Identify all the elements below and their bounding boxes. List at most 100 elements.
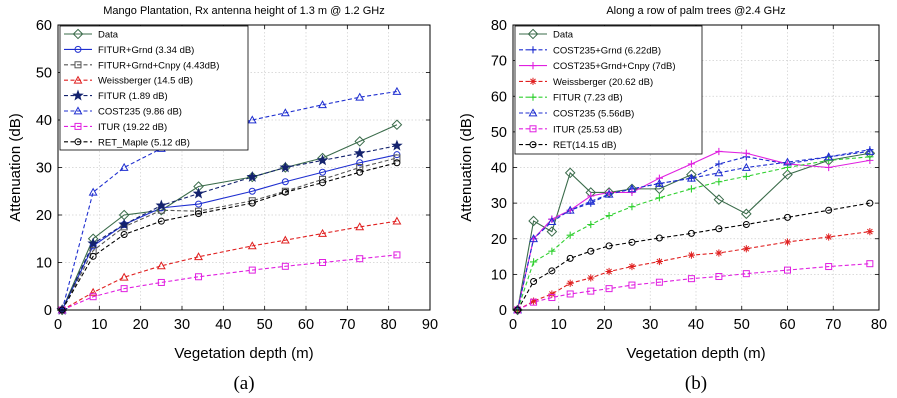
legend-marker — [72, 28, 84, 40]
data-point — [530, 298, 538, 306]
data-point — [825, 163, 833, 172]
x-axis-label: Vegetation depth (m) — [174, 345, 313, 362]
data-point — [119, 272, 129, 281]
data-point — [530, 278, 538, 285]
series-line-5 — [61, 145, 398, 311]
y-axis-label: Attenuation (dB) — [7, 113, 24, 221]
y-axis-label: Attenuation (dB) — [458, 113, 475, 221]
data-point — [628, 203, 636, 211]
data-point — [687, 160, 696, 168]
legend-marker — [527, 28, 539, 40]
series-line-5 — [517, 156, 870, 311]
data-point — [354, 136, 366, 147]
data-point — [586, 196, 596, 205]
data-point — [741, 162, 751, 171]
data-point — [319, 259, 327, 266]
data-point — [318, 100, 327, 109]
x-tick-label: 90 — [422, 317, 438, 333]
legend-marker — [72, 89, 84, 101]
data-point — [194, 252, 203, 261]
figure-caption: (b) — [685, 373, 707, 394]
legend-label: COST235 (9.86 dB) — [98, 107, 182, 118]
data-point — [687, 251, 696, 259]
x-tick-label: 0 — [54, 317, 62, 333]
data-point — [356, 159, 364, 167]
data-point — [157, 278, 165, 286]
legend-marker — [529, 93, 537, 101]
series-line-1 — [517, 152, 870, 311]
figure-caption: (a) — [233, 373, 254, 394]
data-point — [566, 279, 574, 287]
data-point — [605, 267, 613, 276]
legend-label: Data — [553, 30, 574, 41]
y-tick-label: 40 — [36, 113, 52, 129]
legend-marker — [74, 61, 82, 69]
series-line-4 — [517, 231, 870, 311]
y-tick-label: 50 — [36, 66, 52, 82]
data-point — [356, 168, 364, 176]
legend-label: FITUR+Grnd (3.34 dB) — [98, 45, 194, 56]
x-axis-label: Vegetation depth (m) — [626, 345, 765, 362]
data-point — [742, 245, 750, 253]
data-point — [783, 157, 792, 166]
data-point — [248, 197, 256, 205]
x-tick-label: 10 — [551, 317, 567, 333]
data-point — [156, 261, 166, 270]
data-point — [281, 178, 289, 186]
y-tick-label: 0 — [44, 303, 52, 319]
data-point — [686, 173, 696, 182]
legend-label: FITUR (1.89 dB) — [98, 91, 168, 102]
legend-box — [59, 25, 249, 151]
x-tick-label: 50 — [734, 317, 750, 333]
data-point — [741, 208, 752, 220]
data-point — [715, 273, 723, 281]
series-line-2 — [61, 154, 398, 311]
data-point — [566, 290, 574, 298]
legend-label: RET(14.15 dB) — [553, 140, 616, 151]
data-point — [355, 92, 365, 101]
y-tick-label: 30 — [491, 196, 507, 212]
x-tick-label: 40 — [688, 317, 704, 333]
data-point — [628, 281, 636, 289]
y-tick-label: 0 — [499, 303, 507, 319]
data-point — [714, 168, 724, 177]
data-point — [87, 237, 99, 249]
legend-label: Data — [98, 30, 119, 41]
data-point — [742, 221, 750, 228]
data-point — [392, 86, 402, 95]
x-tick-label: 70 — [825, 317, 841, 333]
legend-label: Weissberger (20.62 dB) — [553, 77, 653, 88]
data-point — [319, 179, 327, 187]
data-point — [866, 260, 874, 268]
data-point — [319, 168, 327, 176]
data-point — [318, 228, 327, 237]
legend-label: FITUR+Grnd+Cnpy (4.43dB) — [98, 60, 219, 71]
x-tick-label: 70 — [339, 317, 355, 333]
data-point — [715, 147, 723, 156]
series-line-3 — [517, 150, 870, 311]
legend-label: FITUR (7.23 dB) — [553, 93, 623, 104]
data-point — [654, 183, 665, 195]
chart-panel-a: 0 10 20 30 40 50 60 70 80 90 0 10 20 30 40 50 60 Mango Pl… — [7, 5, 438, 394]
legend-marker — [529, 77, 537, 85]
x-tick-label: 60 — [779, 317, 795, 333]
data-point — [655, 257, 663, 266]
data-point — [529, 297, 538, 305]
data-point — [548, 290, 556, 298]
data-point — [687, 229, 695, 237]
legend-marker — [74, 45, 82, 53]
data-point — [825, 233, 833, 241]
x-tick-label: 10 — [91, 317, 107, 333]
data-point — [713, 194, 725, 205]
data-point — [195, 210, 203, 218]
data-point — [547, 217, 557, 226]
data-point — [246, 170, 259, 182]
data-point — [548, 215, 556, 223]
legend-label: COST235+Grnd (6.22dB) — [553, 45, 661, 56]
data-point — [393, 154, 401, 162]
data-point — [281, 188, 289, 196]
data-point — [742, 149, 750, 157]
data-point — [565, 205, 575, 214]
data-point — [866, 199, 874, 207]
